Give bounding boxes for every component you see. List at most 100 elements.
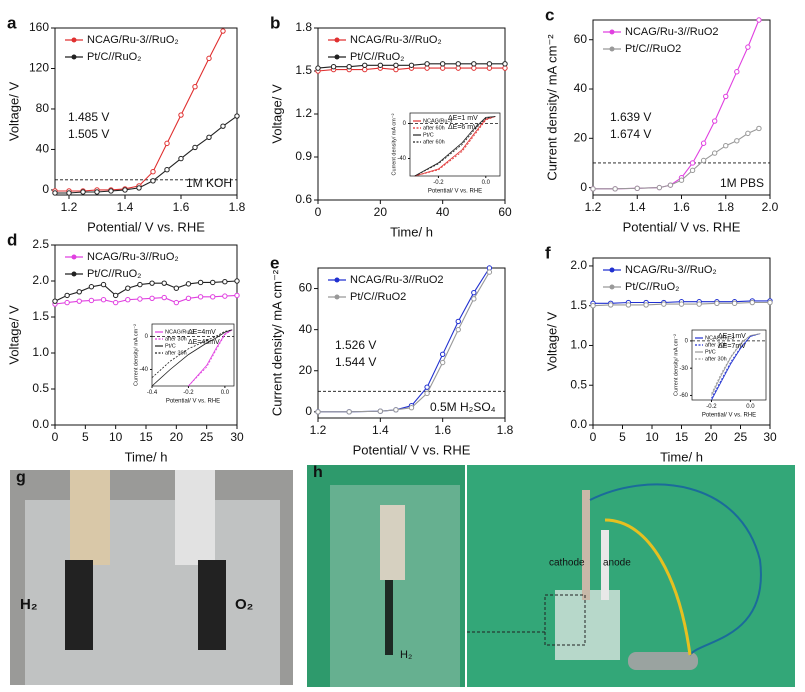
data-point: [164, 140, 170, 147]
legend-marker: [609, 29, 615, 35]
data-point: [220, 28, 226, 34]
data-point: [125, 297, 131, 303]
y-tick-label: 60: [299, 281, 313, 295]
legend-label: NCAG/Ru-3: [705, 335, 734, 341]
legend-label: NCAG/Ru-3//RuO₂: [87, 34, 179, 46]
y-tick-label: 0.9: [295, 149, 312, 163]
y-tick-label: 1.2: [295, 106, 312, 120]
data-point: [767, 299, 773, 306]
legend-label: Pt/C//RuO2: [350, 291, 406, 303]
x-axis-label: Potential/ V vs. RHE: [702, 413, 756, 419]
beaker: [25, 500, 280, 685]
annotation: ΔE=7mV: [718, 343, 746, 350]
data-point: [185, 281, 192, 287]
series-line: [414, 116, 496, 177]
x-tick-label: 1.2: [585, 200, 602, 214]
panel-label: a: [7, 13, 17, 32]
annotation: ΔE=45mV: [188, 339, 220, 346]
y-tick-label: 2.0: [32, 273, 49, 287]
y-tick-label: 1.0: [570, 338, 587, 352]
data-point: [439, 351, 446, 358]
electrode: [601, 530, 609, 600]
x-axis-label: Time/ h: [660, 449, 703, 464]
plot-frame: [54, 27, 238, 196]
y-tick-label: 0.5: [32, 381, 49, 395]
panel-label: f: [545, 243, 551, 262]
data-point: [711, 150, 718, 156]
y-tick-label: 0.6: [295, 192, 312, 206]
x-tick-label: 1.2: [310, 423, 327, 437]
y-tick-label: 0: [305, 404, 312, 418]
data-point: [234, 292, 240, 299]
battery: [628, 652, 698, 670]
data-point: [723, 93, 729, 100]
data-point: [408, 62, 415, 68]
inset: -0.2 0.0 0 -40 Potential/ V vs. RHE Current d…: [391, 112, 501, 195]
x-tick-label: 1.6: [173, 200, 190, 214]
legend-marker: [609, 46, 615, 52]
y-tick-label: 20: [299, 363, 313, 377]
x-tick-label: 0.0: [221, 390, 230, 396]
data-point: [643, 302, 649, 308]
data-point: [137, 281, 143, 288]
data-point: [197, 294, 204, 300]
data-point: [656, 184, 663, 191]
x-tick-label: 20: [374, 205, 388, 219]
data-point: [667, 182, 674, 188]
series-line: [54, 294, 238, 305]
data-point: [150, 178, 156, 184]
data-point: [330, 64, 337, 70]
legend-marker: [334, 54, 340, 60]
data-point: [408, 405, 415, 411]
data-point: [749, 299, 755, 306]
x-tick-label: 0.0: [746, 404, 755, 410]
data-point: [612, 186, 618, 192]
y-tick-label: 160: [29, 20, 49, 34]
plot-frame: [691, 329, 767, 401]
y-axis-label: Voltage/ V: [269, 84, 284, 144]
data-point: [149, 295, 155, 301]
cell: [555, 590, 620, 660]
data-point: [734, 138, 740, 144]
data-point: [455, 318, 461, 325]
data-point: [502, 65, 508, 71]
y-axis-label: Voltage/ V: [6, 305, 21, 365]
x-axis-label: Potential/ V vs. RHE: [353, 442, 471, 457]
data-point: [346, 409, 352, 415]
x-tick-label: 5: [619, 430, 626, 444]
y-tick-label: 120: [29, 61, 49, 75]
x-axis-label: Potential/ V vs. RHE: [428, 189, 482, 195]
data-point: [393, 407, 399, 413]
data-point: [439, 65, 446, 71]
wire: [604, 518, 692, 656]
x-tick-label: 1.8: [229, 200, 246, 214]
data-point: [315, 65, 321, 71]
x-tick-label: 20: [704, 430, 718, 444]
legend-label: Pt/C//RuO₂: [87, 268, 141, 280]
data-point: [185, 295, 192, 301]
data-point: [122, 187, 128, 193]
chart: 1.2 1.4 1.6 1.8 2.0 0 20 40 60 Potential/ V vs. R…: [544, 5, 778, 234]
y-tick-label: 1.5: [570, 298, 587, 312]
annotation: 1M KOH: [186, 176, 232, 190]
y-axis-label: Voltage/ V: [6, 82, 21, 142]
legend-marker: [71, 37, 77, 43]
data-point: [424, 390, 430, 397]
legend-marker: [609, 284, 615, 290]
data-point: [222, 279, 228, 285]
annotation: ΔE=6 mV: [448, 124, 478, 131]
data-point: [108, 188, 114, 194]
panel-label: d: [7, 230, 17, 249]
legend-label: after 30h: [165, 350, 187, 356]
data-point: [689, 167, 696, 174]
photo-g: g H₂ O₂: [10, 469, 293, 685]
y-tick-label: 40: [36, 142, 50, 156]
legend-label: NCAG/Ru-3: [423, 118, 452, 124]
legend-marker: [334, 277, 340, 283]
legend-marker: [71, 54, 77, 60]
y-tick-label: 0.0: [570, 417, 587, 431]
y-axis-label: Current density/ mA cm⁻²: [269, 269, 284, 416]
data-point: [745, 44, 751, 50]
data-point: [424, 65, 430, 71]
data-point: [439, 359, 446, 366]
